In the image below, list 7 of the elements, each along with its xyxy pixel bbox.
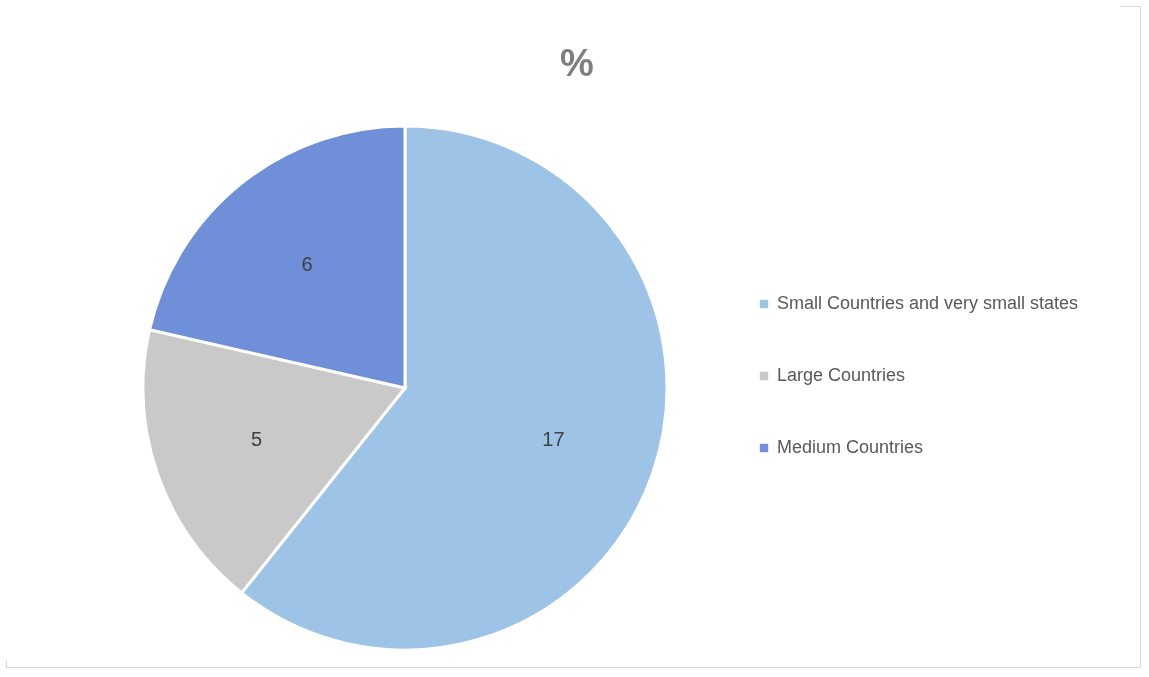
legend-label: Medium Countries: [777, 437, 924, 457]
data-label: 17: [542, 427, 565, 450]
legend-label: Small Countries and very small states: [777, 293, 1079, 313]
data-label: 5: [251, 427, 263, 450]
chart-title: %: [560, 42, 594, 84]
data-label: 6: [301, 253, 313, 276]
legend-label: Large Countries: [777, 365, 906, 385]
